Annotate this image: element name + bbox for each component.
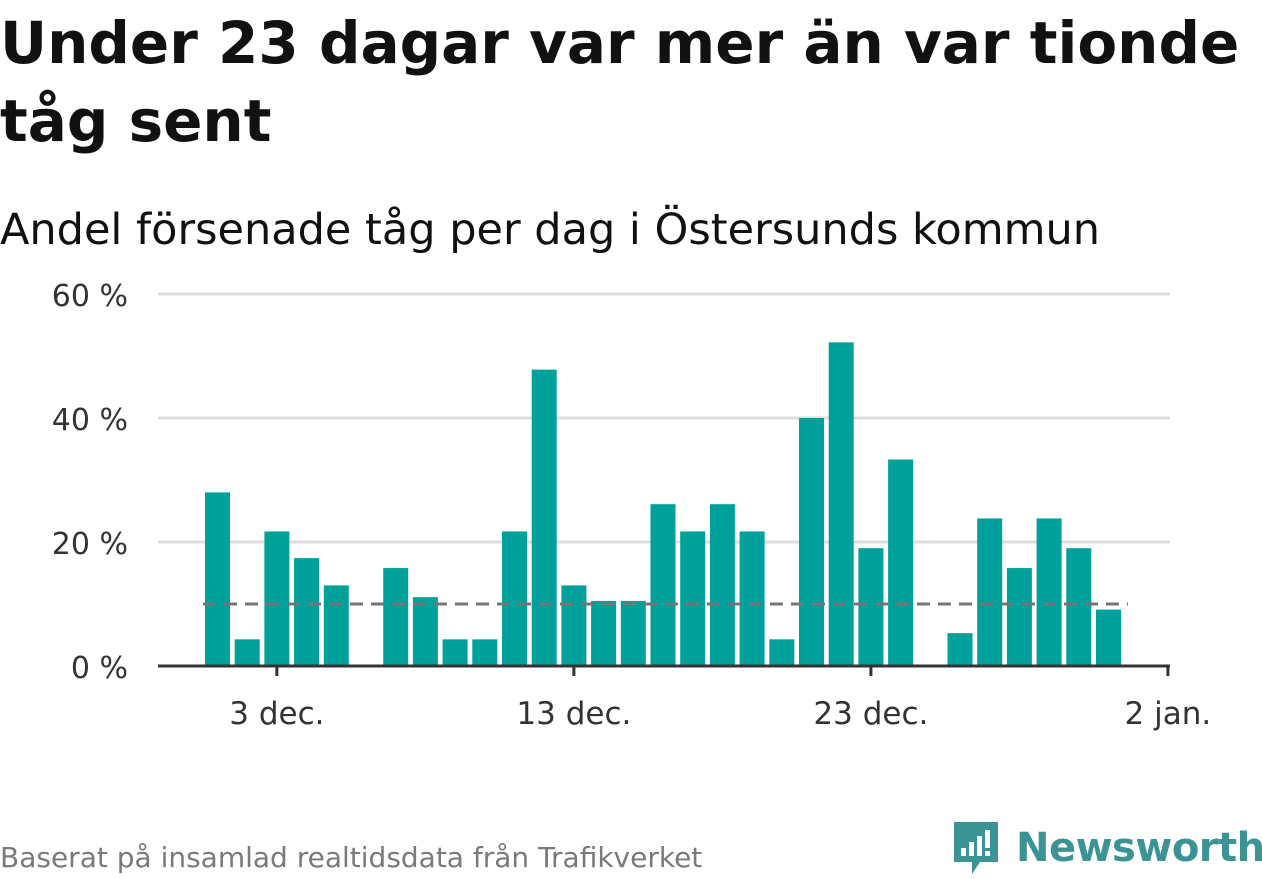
bar: [442, 639, 468, 666]
bars: [205, 342, 1121, 666]
bar: [1006, 568, 1032, 666]
bar: [888, 459, 914, 666]
bar: [680, 531, 706, 666]
bar: [650, 504, 676, 666]
y-tick-label: 20 %: [52, 527, 128, 562]
bar: [234, 639, 260, 666]
brand[interactable]: Newsworthy: [950, 818, 1262, 878]
bar: [799, 418, 824, 666]
newsworthy-logo-icon: [954, 822, 998, 874]
bar: [472, 639, 498, 666]
bar: [294, 558, 320, 666]
y-tick-label: 0 %: [71, 651, 128, 686]
chart-title: Under 23 dagar var mer än var tionde tåg…: [0, 9, 1240, 155]
x-tick-label: 13 dec.: [516, 696, 631, 732]
bar: [264, 531, 290, 666]
bar: [531, 369, 557, 666]
bar-chart: 0 % 20 % 40 % 60 % 3 dec. 13 dec. 23 dec. 2 ja…: [52, 279, 1211, 732]
bar: [502, 531, 527, 666]
source-note: Baserat på insamlad realtidsdata från Tr…: [0, 841, 703, 874]
x-tick-label: 2 jan.: [1125, 696, 1212, 732]
bar: [947, 633, 973, 666]
y-tick-label: 40 %: [52, 403, 128, 438]
bar: [383, 568, 409, 666]
bar: [412, 597, 438, 666]
bar: [858, 548, 884, 666]
brand-name: Newsworthy: [1016, 825, 1262, 871]
bar: [1036, 518, 1062, 666]
bar: [1066, 548, 1092, 666]
x-axis: [158, 664, 1170, 676]
bar: [205, 492, 230, 666]
bar: [323, 585, 349, 666]
bar: [769, 639, 795, 666]
bar: [620, 600, 646, 666]
bar: [591, 600, 617, 666]
x-tick-label: 3 dec.: [229, 696, 324, 732]
y-tick-label: 60 %: [52, 279, 128, 314]
bar: [828, 342, 854, 666]
bar: [1096, 609, 1121, 666]
y-axis-labels: 0 % 20 % 40 % 60 %: [52, 279, 128, 686]
bar: [739, 531, 765, 666]
x-tick-label: 23 dec.: [813, 696, 928, 732]
bar: [561, 585, 587, 666]
chart-subtitle: Andel försenade tåg per dag i Östersunds…: [0, 205, 1101, 255]
x-axis-labels: 3 dec. 13 dec. 23 dec. 2 jan.: [229, 696, 1211, 732]
bar: [977, 518, 1003, 666]
bar: [709, 504, 735, 666]
